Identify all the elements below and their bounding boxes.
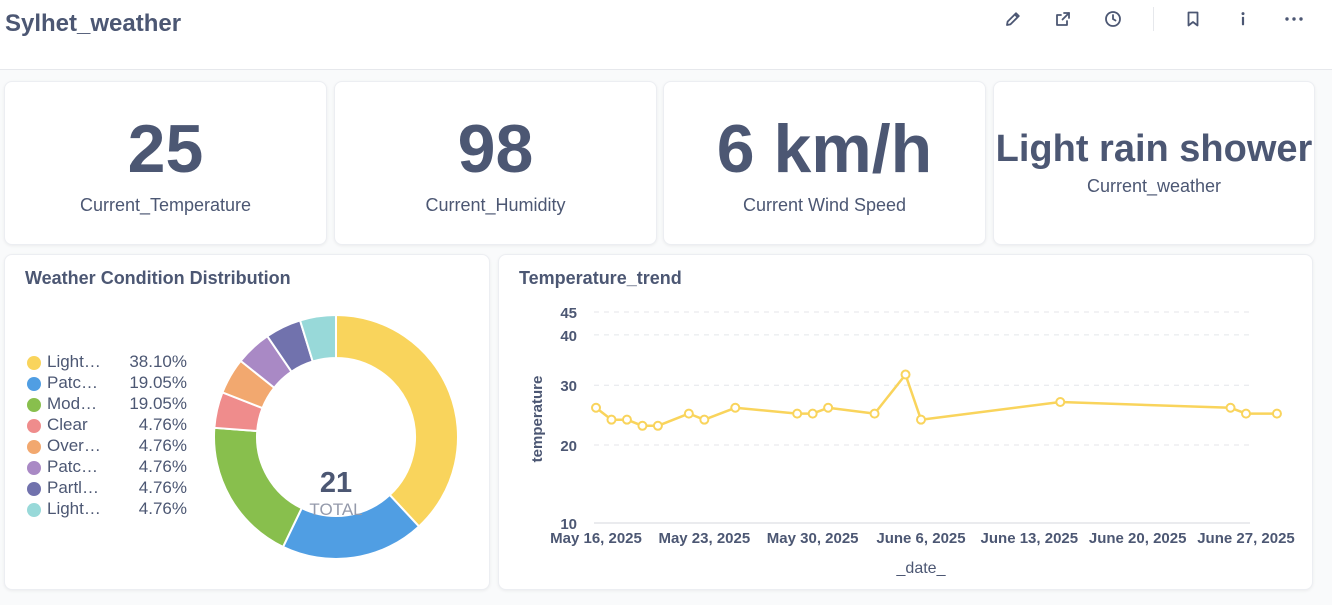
data-point[interactable]	[916, 414, 926, 425]
legend-item[interactable]: Mod… 19.05%	[27, 394, 187, 415]
legend-item[interactable]: Overc… 4.76%	[27, 436, 187, 457]
legend-swatch	[27, 398, 41, 412]
data-point[interactable]	[730, 402, 741, 413]
legend-percent: 38.10%	[129, 352, 187, 371]
y-tick-label: 10	[560, 516, 577, 533]
share-icon[interactable]	[1052, 8, 1074, 30]
x-axis-label: _date_	[896, 560, 947, 577]
legend-swatch	[27, 356, 41, 370]
y-tick-label: 45	[560, 305, 577, 322]
legend-item[interactable]: Patch… 4.76%	[27, 457, 187, 478]
data-point[interactable]	[606, 414, 617, 425]
donut-slice[interactable]	[335, 313, 459, 528]
legend-label: Clear	[47, 415, 88, 434]
temperature-trend-card[interactable]: Temperature_trend 10 20 30 40 45 May 16, 202…	[498, 254, 1313, 590]
legend-percent: 4.76%	[138, 457, 187, 476]
data-point[interactable]	[869, 408, 880, 419]
x-tick-label: June 20, 2025	[1089, 530, 1187, 547]
scalar-label: Current Wind Speed	[742, 195, 907, 215]
data-point[interactable]	[621, 414, 632, 425]
legend-percent: 4.76%	[138, 499, 187, 518]
legend-percent: 19.05%	[129, 394, 187, 413]
legend-label: Patch…	[47, 457, 105, 476]
scalar-card-humidity[interactable]: 98 Current_Humidity	[334, 81, 657, 245]
legend-label: Partly…	[47, 478, 105, 497]
donut-slice[interactable]	[213, 426, 304, 549]
scalar-value: Light rain shower	[995, 128, 1313, 170]
pencil-icon[interactable]	[1002, 8, 1024, 30]
x-tick-label: May 23, 2025	[658, 530, 750, 547]
data-point[interactable]	[637, 420, 648, 431]
scalar-card-wind-speed[interactable]: 6 km/h Current Wind Speed	[663, 81, 986, 245]
legend-swatch	[27, 440, 41, 454]
scalar-value: 25	[127, 111, 204, 187]
scalar-card-temperature[interactable]: 25 Current_Temperature	[4, 81, 327, 245]
x-tick-label: June 13, 2025	[981, 530, 1079, 547]
data-point[interactable]	[683, 408, 694, 419]
data-point[interactable]	[1225, 402, 1236, 413]
donut-chart: 21 TOTAL	[213, 313, 459, 560]
data-point[interactable]	[1055, 396, 1066, 407]
legend-percent: 19.05%	[129, 373, 187, 392]
temperature-series-line	[595, 373, 1277, 428]
legend-label: Patc…	[47, 373, 99, 392]
legend-item[interactable]: Patc… 19.05%	[27, 373, 187, 394]
legend-label: Overc…	[47, 436, 105, 455]
data-point[interactable]	[900, 369, 911, 380]
scalar-card-weather[interactable]: Light rain shower Current_weather	[993, 81, 1315, 245]
legend-item[interactable]: Partly… 4.76%	[27, 478, 187, 499]
legend-swatch	[27, 503, 41, 517]
legend-swatch	[27, 419, 41, 433]
card-title: Weather Condition Distribution	[25, 268, 291, 288]
legend-item[interactable]: Light r… 4.76%	[27, 499, 187, 520]
legend-item[interactable]: Clear 4.76%	[27, 415, 187, 436]
scalar-value: 98	[457, 111, 534, 187]
x-tick-label: May 16, 2025	[550, 530, 642, 547]
legend-swatch	[27, 482, 41, 496]
data-point[interactable]	[652, 420, 663, 431]
donut-total-value: 21	[320, 467, 352, 499]
scalar-value: 6 km/h	[716, 111, 933, 187]
data-point[interactable]	[807, 408, 818, 419]
data-point[interactable]	[823, 402, 834, 413]
info-icon[interactable]	[1232, 8, 1254, 30]
y-tick-label: 40	[560, 328, 577, 345]
legend-item[interactable]: Light… 38.10%	[27, 352, 187, 373]
scalar-label: Current_Humidity	[425, 195, 566, 215]
card-title: Temperature_trend	[519, 268, 682, 288]
more-icon[interactable]	[1283, 8, 1305, 30]
legend-label: Mod…	[47, 394, 98, 413]
donut-slice[interactable]	[298, 313, 337, 363]
weather-distribution-card[interactable]: Weather Condition Distribution Light… 38.…	[4, 254, 490, 590]
y-tick-label: 30	[560, 378, 577, 395]
bookmark-icon[interactable]	[1182, 8, 1204, 30]
scalar-label: Current_Temperature	[79, 195, 252, 215]
legend-swatch	[27, 377, 41, 391]
legend-label: Light r…	[47, 499, 105, 518]
line-chart: 10 20 30 40 45 May 16, 2025 May 23, 2025 May 3…	[529, 305, 1295, 577]
x-tick-label: May 30, 2025	[767, 530, 859, 547]
legend-swatch	[27, 461, 41, 475]
legend-percent: 4.76%	[138, 436, 187, 455]
toolbar-divider	[1153, 7, 1154, 31]
legend-percent: 4.76%	[138, 415, 187, 434]
data-point[interactable]	[1271, 408, 1282, 419]
scalar-label: Current_weather	[1086, 176, 1222, 196]
history-icon[interactable]	[1102, 8, 1124, 30]
y-axis-label: temperature	[529, 376, 546, 463]
data-point[interactable]	[591, 402, 601, 413]
x-tick-label: June 27, 2025	[1197, 530, 1295, 547]
data-point[interactable]	[1241, 408, 1251, 419]
legend-label: Light…	[47, 352, 101, 371]
legend-percent: 4.76%	[138, 478, 187, 497]
donut-total-label: TOTAL	[309, 500, 362, 519]
dashboard-header: Sylhet_weather	[0, 0, 1332, 70]
dashboard-title: Sylhet_weather	[5, 10, 182, 37]
data-point[interactable]	[699, 414, 710, 425]
y-tick-label: 20	[560, 438, 577, 455]
x-tick-label: June 6, 2025	[876, 530, 965, 547]
data-point[interactable]	[792, 408, 803, 419]
